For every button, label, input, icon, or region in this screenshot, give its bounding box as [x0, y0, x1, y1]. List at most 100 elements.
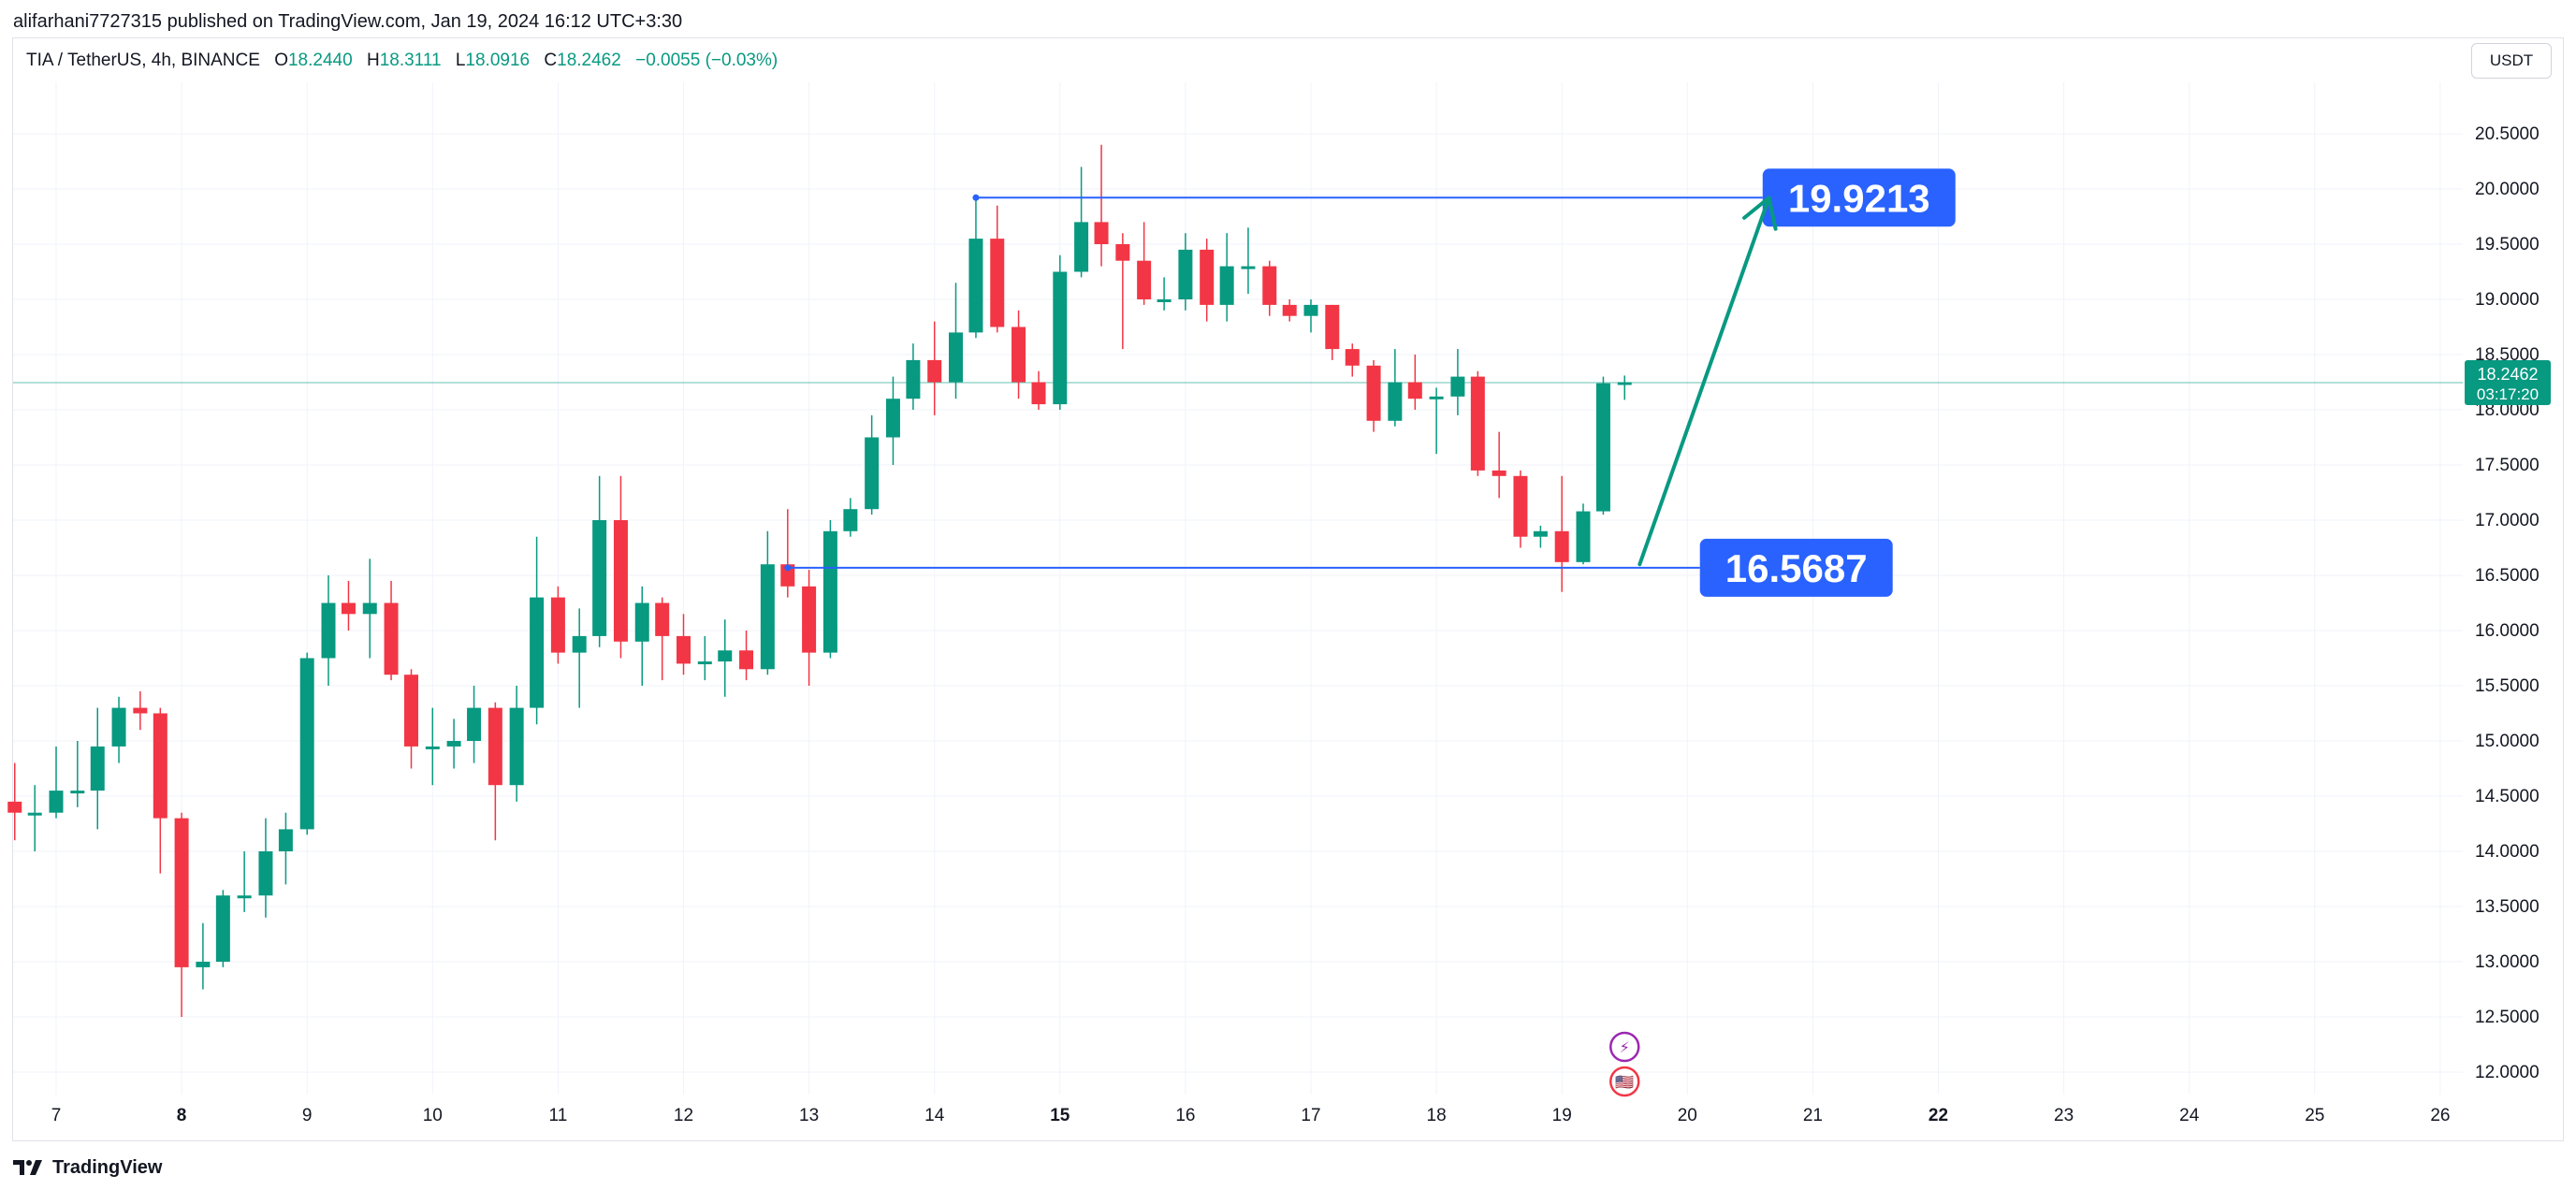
candle-up[interactable]: [718, 650, 733, 662]
candle-up[interactable]: [1074, 222, 1089, 272]
trend-arrow-shaft[interactable]: [1637, 196, 1771, 567]
y-tick-label: 19.0000: [2475, 290, 2540, 310]
candle-down[interactable]: [1366, 365, 1381, 421]
candle-up[interactable]: [237, 895, 252, 899]
y-tick-label: 18.5000: [2475, 345, 2540, 365]
lightning-event-icon[interactable]: [1609, 1031, 1640, 1063]
x-tick-label: 9: [302, 1106, 313, 1125]
candle-down[interactable]: [1554, 530, 1569, 562]
candle-down[interactable]: [550, 597, 565, 653]
chart-frame: [12, 37, 2564, 1141]
support-level-anchor[interactable]: [784, 564, 792, 572]
candle-up[interactable]: [1241, 266, 1256, 269]
candle-up[interactable]: [299, 658, 314, 830]
candle-up[interactable]: [1576, 511, 1591, 562]
candle-up[interactable]: [425, 746, 440, 749]
candle-up[interactable]: [27, 812, 42, 816]
candle-down[interactable]: [488, 707, 502, 786]
candle-down[interactable]: [1115, 244, 1130, 261]
candle-down[interactable]: [1492, 470, 1506, 476]
resistance-level-anchor[interactable]: [972, 194, 980, 201]
candle-down[interactable]: [384, 602, 399, 675]
candle-down[interactable]: [739, 650, 754, 670]
candle-up[interactable]: [196, 962, 211, 967]
candle-down[interactable]: [1262, 266, 1277, 305]
candle-down[interactable]: [613, 520, 628, 642]
candle-down[interactable]: [133, 707, 148, 714]
candle-up[interactable]: [49, 791, 64, 813]
candle-up[interactable]: [1595, 383, 1610, 512]
candle-up[interactable]: [1533, 530, 1548, 537]
candle-down[interactable]: [1513, 475, 1528, 537]
tradingview-logo-icon[interactable]: [13, 1158, 45, 1177]
candle-up[interactable]: [822, 530, 837, 653]
candle-down[interactable]: [404, 675, 419, 747]
candle-up[interactable]: [592, 520, 607, 636]
candle-up[interactable]: [1053, 271, 1068, 405]
candle-up[interactable]: [1157, 299, 1172, 302]
y-tick-label: 12.5000: [2475, 1008, 2540, 1027]
us-flag-event-glyph: 🇺🇸: [1615, 1073, 1634, 1091]
candle-up[interactable]: [760, 564, 775, 670]
y-tick-label: 19.5000: [2475, 235, 2540, 254]
candle-up[interactable]: [321, 602, 336, 659]
candle-up[interactable]: [968, 239, 983, 333]
candle-down[interactable]: [677, 635, 691, 664]
candle-down[interactable]: [174, 818, 189, 967]
candle-up[interactable]: [111, 707, 126, 747]
candle-up[interactable]: [697, 661, 712, 665]
x-tick-label: 25: [2305, 1106, 2324, 1125]
candle-up[interactable]: [509, 707, 524, 786]
candle-up[interactable]: [530, 597, 545, 708]
candle-up[interactable]: [572, 635, 587, 653]
currency-button[interactable]: USDT: [2471, 43, 2552, 79]
candle-up[interactable]: [1450, 376, 1465, 397]
candle-down[interactable]: [780, 564, 795, 587]
candle-up[interactable]: [1178, 249, 1193, 299]
candle-up[interactable]: [1219, 266, 1234, 305]
candle-down[interactable]: [990, 239, 1005, 327]
candle-up[interactable]: [865, 437, 880, 510]
candle-down[interactable]: [1470, 376, 1485, 471]
candle-down[interactable]: [153, 713, 167, 819]
candle-down[interactable]: [341, 602, 356, 615]
x-tick-label: 22: [1928, 1106, 1948, 1125]
candle-up[interactable]: [1388, 382, 1403, 421]
candle-down[interactable]: [1200, 249, 1215, 305]
footer-brand[interactable]: TradingView: [52, 1156, 163, 1178]
candle-up[interactable]: [446, 741, 461, 747]
candle-down[interactable]: [1094, 222, 1109, 244]
candle-up[interactable]: [1303, 304, 1318, 316]
candle-up[interactable]: [634, 602, 649, 642]
candle-down[interactable]: [1325, 304, 1340, 350]
us-flag-event-icon[interactable]: [1609, 1066, 1640, 1097]
candle-down[interactable]: [1031, 382, 1046, 405]
trend-arrow-head[interactable]: [1742, 196, 1778, 231]
candle-up[interactable]: [258, 851, 273, 896]
candle-up[interactable]: [948, 332, 963, 383]
candle-up[interactable]: [906, 359, 921, 399]
candle-up[interactable]: [843, 509, 858, 531]
candle-up[interactable]: [467, 707, 482, 741]
candle-down[interactable]: [802, 586, 817, 653]
candle-down[interactable]: [1011, 327, 1026, 383]
candle-down[interactable]: [1407, 382, 1422, 399]
candle-up[interactable]: [278, 829, 293, 851]
candle-down[interactable]: [927, 359, 942, 383]
candle-up[interactable]: [362, 602, 377, 615]
candle-up[interactable]: [885, 399, 900, 438]
candle-up[interactable]: [215, 895, 230, 962]
candle-down[interactable]: [655, 602, 670, 636]
candle-down[interactable]: [7, 801, 22, 813]
candle-down[interactable]: [1137, 260, 1152, 299]
support-level-label-box[interactable]: [1699, 538, 1893, 597]
candle-up[interactable]: [70, 791, 85, 794]
candle-up[interactable]: [1429, 396, 1444, 399]
change-value: −0.0055 (−0.03%): [635, 51, 779, 70]
candle-down[interactable]: [1282, 304, 1297, 316]
resistance-level-label-box[interactable]: [1762, 168, 1956, 227]
candle-up[interactable]: [1617, 382, 1632, 385]
candle-up[interactable]: [90, 746, 105, 791]
candle-down[interactable]: [1345, 349, 1360, 366]
